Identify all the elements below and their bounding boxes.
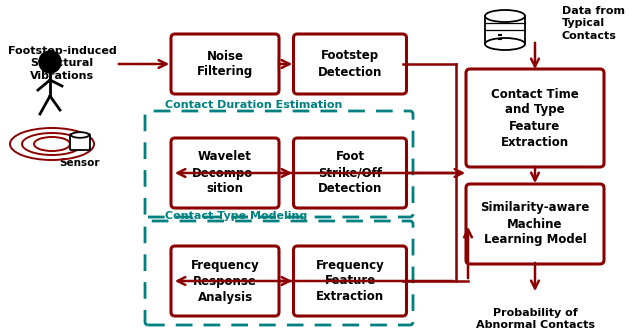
FancyBboxPatch shape: [171, 34, 279, 94]
Text: Contact Time
and Type
Feature
Extraction: Contact Time and Type Feature Extraction: [491, 87, 579, 149]
Text: Foot
Strike/Off
Detection: Foot Strike/Off Detection: [318, 151, 382, 196]
Text: Frequency
Response
Analysis: Frequency Response Analysis: [191, 258, 259, 303]
Text: Footstep-induced
Structural
Vibrations: Footstep-induced Structural Vibrations: [8, 46, 116, 81]
Text: Wavelet
Decompo-
sition: Wavelet Decompo- sition: [192, 151, 258, 196]
Text: Contact Duration Estimation: Contact Duration Estimation: [165, 100, 342, 110]
Ellipse shape: [71, 132, 89, 138]
FancyBboxPatch shape: [171, 138, 279, 208]
Ellipse shape: [485, 38, 525, 50]
FancyBboxPatch shape: [294, 246, 406, 316]
FancyBboxPatch shape: [294, 138, 406, 208]
FancyBboxPatch shape: [466, 184, 604, 264]
FancyBboxPatch shape: [294, 34, 406, 94]
Text: Noise
Filtering: Noise Filtering: [197, 49, 253, 79]
FancyBboxPatch shape: [70, 134, 90, 150]
Text: Similarity-aware
Machine
Learning Model: Similarity-aware Machine Learning Model: [480, 202, 589, 247]
Text: Data from
Typical
Contacts: Data from Typical Contacts: [562, 6, 625, 41]
Text: Probability of
Abnormal Contacts: Probability of Abnormal Contacts: [476, 308, 595, 330]
FancyBboxPatch shape: [171, 246, 279, 316]
FancyBboxPatch shape: [466, 69, 604, 167]
Circle shape: [39, 51, 61, 73]
Ellipse shape: [485, 10, 525, 22]
Polygon shape: [485, 16, 525, 44]
Text: Footstep
Detection: Footstep Detection: [318, 49, 382, 79]
Text: Sensor: Sensor: [60, 158, 100, 168]
Text: Frequency
Feature
Extraction: Frequency Feature Extraction: [316, 258, 385, 303]
Text: Contact Type Modeling: Contact Type Modeling: [165, 211, 307, 221]
